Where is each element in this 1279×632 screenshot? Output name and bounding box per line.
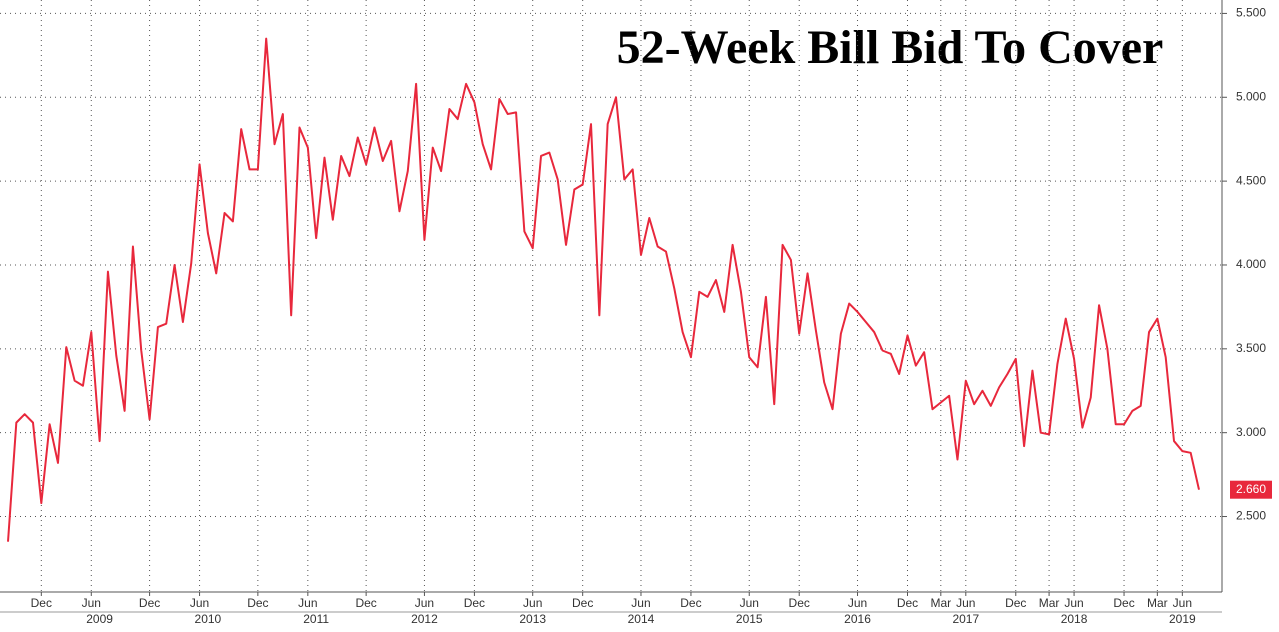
y-tick-label: 4.000 [1236, 257, 1266, 271]
year-label: 2016 [844, 612, 871, 626]
x-tick-label: Dec [139, 596, 160, 610]
x-tick-label: Jun [1064, 596, 1083, 610]
x-tick-label: Jun [298, 596, 317, 610]
x-tick-label: Mar [930, 596, 951, 610]
x-tick-label: Jun [415, 596, 434, 610]
year-label: 2015 [736, 612, 763, 626]
x-tick-label: Dec [897, 596, 918, 610]
y-tick-label: 3.000 [1236, 425, 1266, 439]
y-tick-label: 2.500 [1236, 509, 1266, 523]
x-tick-label: Dec [464, 596, 485, 610]
year-label: 2012 [411, 612, 438, 626]
x-tick-label: Jun [1173, 596, 1192, 610]
x-tick-label: Jun [740, 596, 759, 610]
x-tick-label: Dec [680, 596, 701, 610]
year-label: 2009 [86, 612, 113, 626]
value-label: 2.660 [1236, 482, 1266, 496]
x-tick-label: Jun [190, 596, 209, 610]
x-tick-label: Dec [247, 596, 268, 610]
x-tick-label: Jun [523, 596, 542, 610]
year-label: 2017 [952, 612, 979, 626]
year-label: 2011 [303, 612, 329, 626]
year-label: 2013 [519, 612, 546, 626]
x-tick-label: Jun [631, 596, 650, 610]
y-tick-label: 5.000 [1236, 89, 1266, 103]
value-label-box [1230, 480, 1272, 499]
x-tick-label: Jun [956, 596, 975, 610]
x-tick-label: Dec [355, 596, 376, 610]
x-tick-label: Dec [572, 596, 593, 610]
x-tick-label: Mar [1147, 596, 1168, 610]
x-tick-label: Dec [1005, 596, 1026, 610]
year-label: 2019 [1169, 612, 1196, 626]
line [7, 37, 1200, 542]
x-tick-label: Dec [1113, 596, 1134, 610]
x-tick-label: Dec [789, 596, 810, 610]
chart-title: 52-Week Bill Bid To Cover [617, 21, 1164, 74]
y-tick-label: 5.500 [1236, 6, 1266, 20]
x-tick-label: Jun [848, 596, 867, 610]
y-tick-label: 4.500 [1236, 173, 1266, 187]
x-tick-label: Jun [82, 596, 101, 610]
x-tick-label: Mar [1039, 596, 1060, 610]
y-tick-label: 3.500 [1236, 341, 1266, 355]
x-tick-label: Dec [31, 596, 52, 610]
year-label: 2010 [195, 612, 222, 626]
year-label: 2014 [628, 612, 655, 626]
year-label: 2018 [1061, 612, 1088, 626]
